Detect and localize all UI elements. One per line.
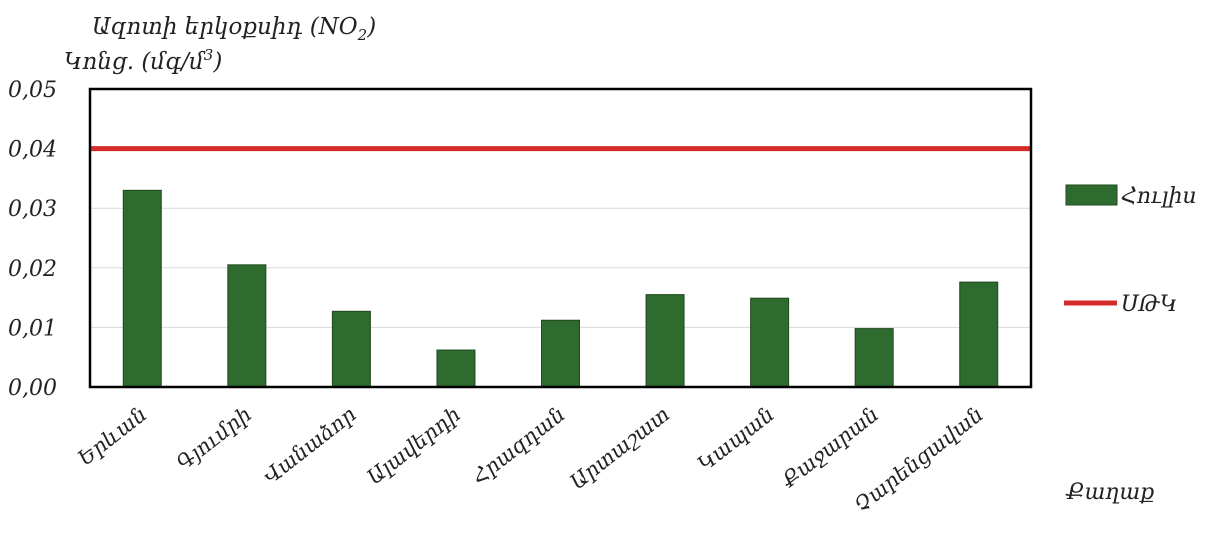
bar — [331, 310, 371, 388]
legend-line-label: ՍԹԿ — [1121, 292, 1178, 317]
x-tick-label: Հրազդան — [467, 402, 569, 489]
x-tick-label: Գյումրի — [172, 402, 256, 475]
y-tick-label: 0,02 — [8, 257, 57, 282]
bar — [645, 294, 685, 388]
bar — [436, 349, 476, 388]
x-tick-label: Արտաշատ — [565, 402, 674, 494]
chart-title: Ազոտի երկօքսիդ (NO2) — [92, 14, 376, 44]
legend-bar-label: Հուլիս — [1121, 184, 1197, 209]
y-tick-label: 0,01 — [8, 316, 57, 341]
y-tick-label: 0,05 — [8, 78, 57, 103]
x-tick-labels: Երևան Գյումրի Վանաձոր Ալավերդի ՀրազդանԱրտաշա… — [73, 402, 987, 517]
bar — [854, 328, 894, 388]
y-tick-label: 0,04 — [8, 138, 57, 163]
bar — [541, 319, 580, 388]
x-tick-label: Քաջարան — [776, 402, 883, 493]
y-tick-labels: 0,00 0,01 0,02 0,03 0,04 0,05 — [8, 78, 57, 401]
x-tick-label: Երևան — [73, 402, 151, 470]
bar — [959, 281, 999, 388]
x-tick-label: Ալավերդի — [363, 402, 465, 489]
bar — [750, 297, 790, 388]
legend: Հուլիս ՍԹԿ — [1064, 184, 1197, 317]
plot-border — [88, 87, 1033, 389]
y-axis-title: Կոնց. (մգ/մ3) — [64, 46, 222, 75]
y-tick-label: 0,00 — [8, 376, 57, 401]
bar — [227, 264, 267, 388]
x-tick-label: Վանաձոր — [259, 402, 361, 489]
x-tick-label: Կապան — [693, 402, 779, 476]
legend-bar-swatch — [1065, 184, 1118, 206]
bar — [122, 189, 162, 388]
y-tick-label: 0,03 — [8, 197, 57, 222]
bars — [122, 189, 999, 388]
x-axis-title: Քաղաք — [1065, 480, 1154, 505]
